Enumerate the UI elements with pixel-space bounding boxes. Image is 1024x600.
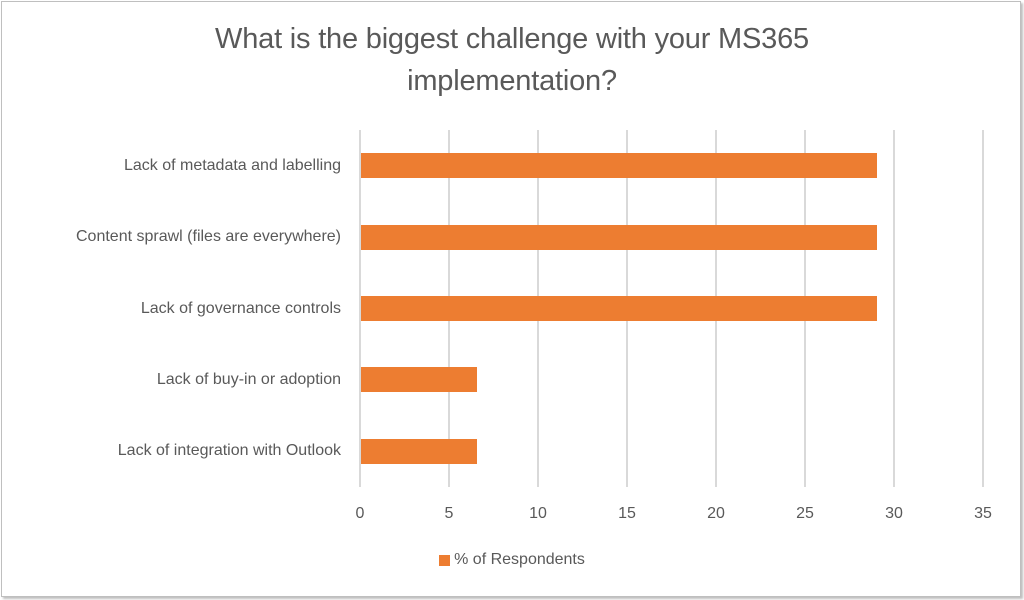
gridline xyxy=(359,130,361,487)
category-label: Content sprawl (files are everywhere) xyxy=(76,228,341,246)
legend-label: % of Respondents xyxy=(454,551,585,568)
x-tick-label: 10 xyxy=(529,505,547,522)
category-label: Lack of governance controls xyxy=(140,299,341,317)
gridline xyxy=(982,130,984,487)
bar[interactable] xyxy=(361,296,878,321)
category-label: Lack of metadata and labelling xyxy=(123,156,341,174)
chart-title: What is the biggest challenge with your … xyxy=(0,18,1024,102)
x-tick-label: 30 xyxy=(885,505,903,522)
legend-swatch-icon xyxy=(439,554,451,566)
x-tick-label: 20 xyxy=(707,505,725,522)
bar[interactable] xyxy=(361,224,878,250)
chart-title-line-1: What is the biggest challenge with your … xyxy=(215,23,809,55)
gridline xyxy=(893,130,895,487)
legend: % of Respondents xyxy=(0,550,1024,571)
bar[interactable] xyxy=(361,367,477,393)
bar[interactable] xyxy=(361,438,477,464)
x-tick-label: 15 xyxy=(618,505,636,522)
x-tick-label: 5 xyxy=(444,505,454,522)
x-tick-label: 0 xyxy=(355,505,365,522)
x-tick-label: 35 xyxy=(974,505,992,522)
x-tick-label: 25 xyxy=(796,505,814,522)
bar[interactable] xyxy=(361,153,878,179)
category-label: Lack of buy-in or adoption xyxy=(156,370,341,388)
chart-title-line-2: implementation? xyxy=(407,65,617,97)
category-label: Lack of integration with Outlook xyxy=(117,442,341,460)
